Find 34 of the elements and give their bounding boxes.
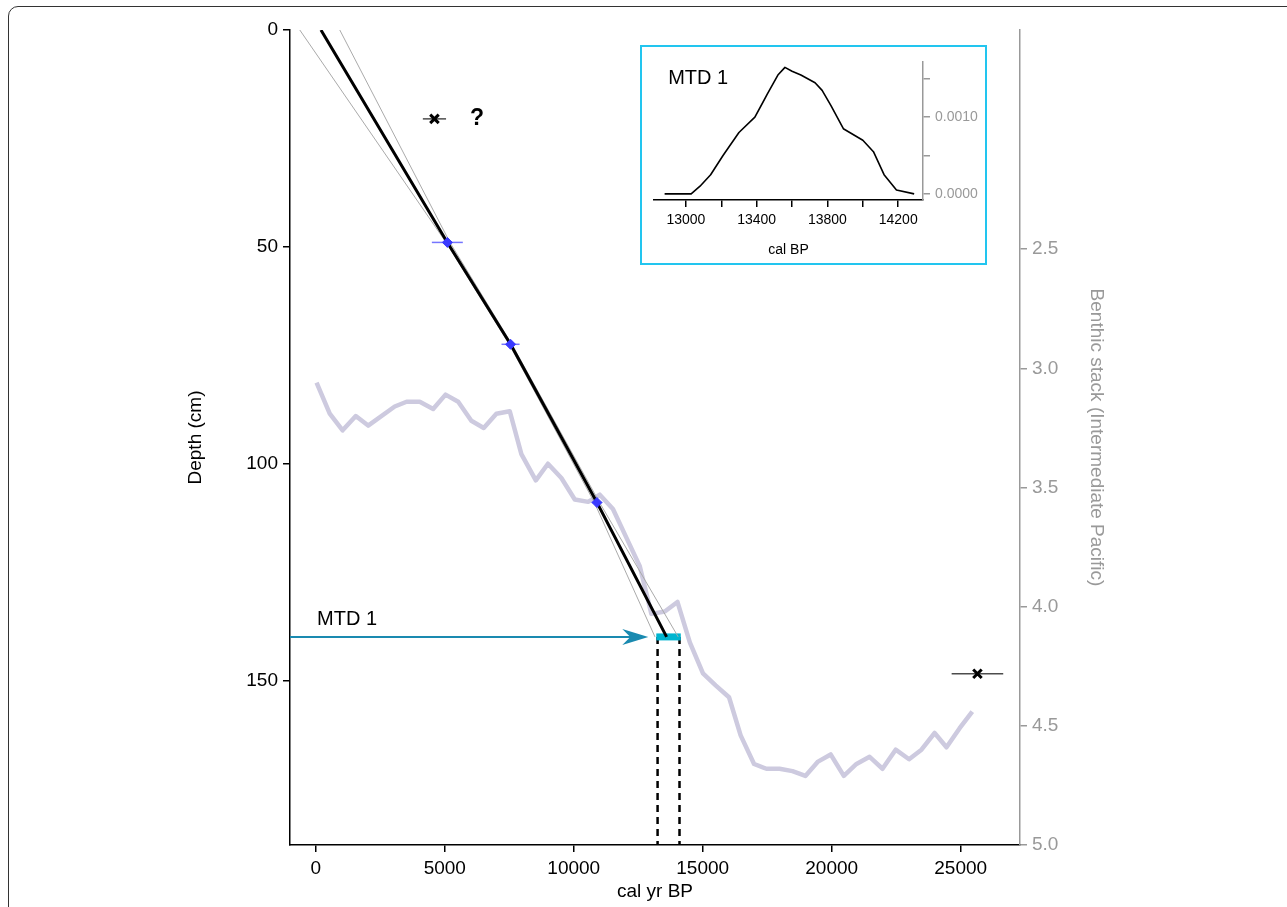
x-tick-label: 15000 xyxy=(676,856,730,878)
y2-axis-title: Benthic stack (Intermediate Pacific) xyxy=(1087,288,1109,587)
x-tick-label: 10000 xyxy=(547,856,601,878)
x-axis-title: cal yr BP xyxy=(616,879,694,901)
y-tick-label: 100 xyxy=(246,451,278,473)
y2-tick-label: 4.5 xyxy=(1032,714,1059,736)
x-tick-label: 13000 xyxy=(666,211,706,228)
y-tick-label: 50 xyxy=(256,234,278,256)
x-tick-label: 25000 xyxy=(934,856,988,878)
point xyxy=(591,497,603,509)
annotation: MTD 1 xyxy=(668,66,729,89)
x-tick-label: 13400 xyxy=(737,211,777,228)
y2-tick-label: 4.0 xyxy=(1032,594,1059,616)
point xyxy=(428,113,441,125)
annotation: MTD 1 xyxy=(317,607,378,630)
y2-tick-label: 0.0010 xyxy=(935,108,979,125)
point xyxy=(971,668,984,680)
x-tick-label: 20000 xyxy=(805,856,859,878)
x-axis-title: cal BP xyxy=(768,241,809,258)
point xyxy=(441,236,453,248)
y2-tick-label: 3.5 xyxy=(1032,475,1059,497)
y-tick-label: 0 xyxy=(267,18,278,40)
y2-tick-label: 2.5 xyxy=(1032,237,1059,259)
x-tick-label: 0 xyxy=(310,856,322,878)
x-tick-label: 5000 xyxy=(423,856,466,878)
x-tick-label: 13800 xyxy=(807,211,848,228)
point xyxy=(505,338,517,350)
y-axis-title: Depth (cm) xyxy=(183,390,205,485)
y2-tick-label: 0.0000 xyxy=(935,184,979,201)
x-tick-label: 14200 xyxy=(878,211,918,228)
y2-tick-label: 3.0 xyxy=(1032,356,1059,378)
y2-tick-label: 5.0 xyxy=(1032,833,1059,855)
annotation: ? xyxy=(469,104,485,131)
y-tick-label: 150 xyxy=(246,668,278,690)
